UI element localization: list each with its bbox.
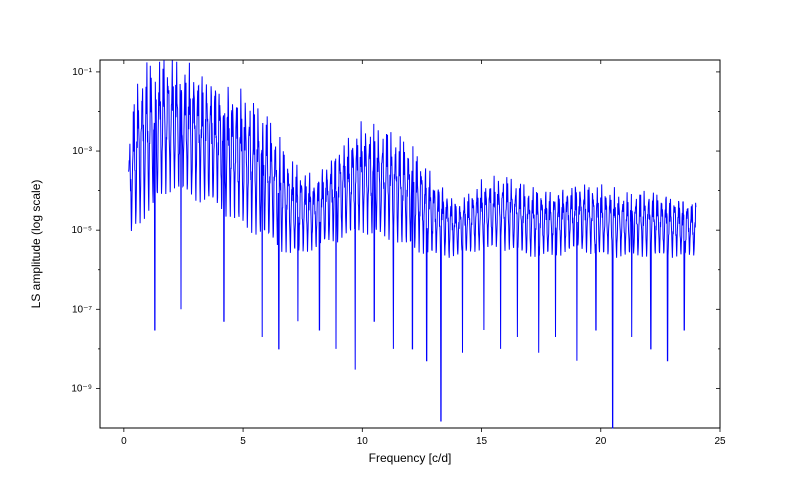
y-tick-label: 10⁻⁷ — [72, 304, 92, 315]
y-tick-label: 10⁻¹ — [72, 67, 92, 78]
periodogram-plot: 0 5 10 15 20 25 10⁻⁹ 10⁻⁷ 10⁻⁵ 10⁻³ 10⁻¹ Frequenc… — [0, 0, 800, 500]
x-tick-label: 10 — [357, 436, 369, 447]
y-tick-label: 10⁻⁵ — [71, 225, 92, 236]
x-axis-label: Frequency [c/d] — [369, 451, 452, 465]
x-tick-label: 0 — [121, 436, 127, 447]
x-tick-label: 20 — [595, 436, 607, 447]
y-tick-label: 10⁻⁹ — [71, 383, 92, 394]
y-tick-label: 10⁻³ — [72, 146, 92, 157]
x-tick-label: 25 — [714, 436, 726, 447]
x-tick-label: 15 — [476, 436, 488, 447]
y-axis-label: LS amplitude (log scale) — [29, 180, 43, 309]
x-tick-label: 5 — [240, 436, 246, 447]
chart-container: 0 5 10 15 20 25 10⁻⁹ 10⁻⁷ 10⁻⁵ 10⁻³ 10⁻¹ Frequenc… — [0, 0, 800, 500]
